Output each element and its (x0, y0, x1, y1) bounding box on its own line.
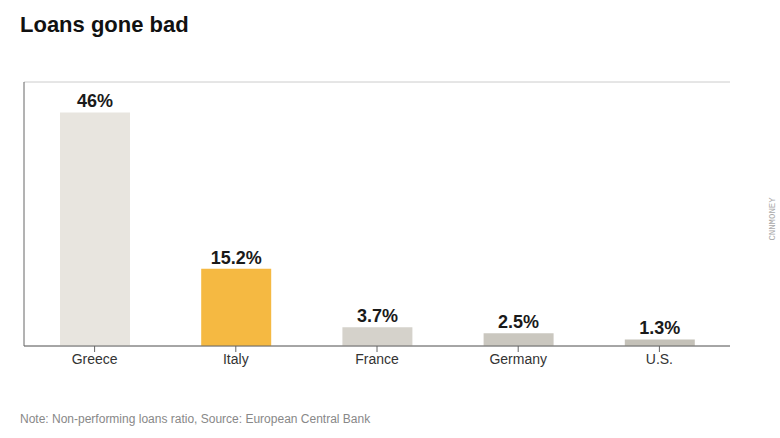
html-text:CNNMONEY: CNNMONEY (768, 197, 778, 241)
svg-text:2.5%: 2.5% (498, 312, 539, 332)
svg-text:Germany: Germany (489, 351, 547, 367)
svg-text:46%: 46% (77, 91, 113, 111)
html-text:Note: Non-performing loans rat: Note: Non-performing loans ratio, Source… (20, 412, 371, 426)
svg-text:France: France (355, 351, 399, 367)
svg-text:Italy: Italy (223, 351, 249, 367)
svg-text:Greece: Greece (72, 351, 118, 367)
svg-text:1.3%: 1.3% (639, 318, 680, 338)
html-text:Loans gone bad: Loans gone bad (20, 12, 189, 37)
svg-text:15.2%: 15.2% (211, 248, 262, 268)
svg-text:U.S.: U.S. (646, 351, 673, 367)
svg-text:3.7%: 3.7% (357, 306, 398, 326)
